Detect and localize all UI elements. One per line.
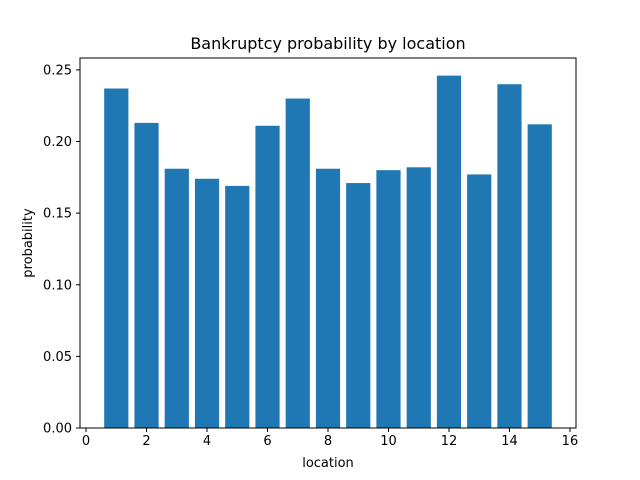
bar-location-11 [406,167,431,428]
x-tick-label: 10 [380,434,397,449]
bar-location-8 [315,168,341,428]
y-tick-label: 0.20 [43,135,72,150]
y-tick-label: 0.00 [43,422,72,437]
bar-location-3 [164,168,189,428]
y-axis-label: probability [21,208,36,278]
bar-location-9 [346,183,371,428]
bar-location-7 [285,98,310,428]
x-tick-label: 16 [562,434,579,449]
bar-location-12 [436,75,462,428]
bar-location-6 [255,125,280,428]
x-tick-label: 6 [263,434,271,449]
x-tick-label: 8 [324,434,332,449]
x-axis-label: location [302,456,354,471]
x-tick-label: 2 [142,434,150,449]
chart-title: Bankruptcy probability by location [190,34,465,53]
bar-location-2 [134,122,159,429]
x-tick-label: 12 [441,434,458,449]
bar-location-13 [467,174,492,428]
y-tick-label: 0.15 [43,207,72,222]
x-tick-label: 4 [203,434,211,449]
bars-group [104,75,552,429]
x-tick-label: 14 [501,434,518,449]
y-axis-ticks: 0.00 0.05 0.10 0.15 0.20 0.25 [43,63,80,437]
bar-location-14 [497,84,522,428]
x-axis-ticks: 0 2 4 6 8 10 12 14 16 [82,428,578,449]
bar-location-1 [104,88,129,428]
y-tick-label: 0.05 [43,350,72,365]
bar-location-15 [527,124,552,428]
y-tick-label: 0.25 [43,63,72,78]
y-tick-label: 0.10 [43,278,72,293]
bar-location-4 [194,178,220,428]
bar-location-5 [225,185,250,428]
bar-location-10 [376,170,401,428]
x-tick-label: 0 [82,434,90,449]
